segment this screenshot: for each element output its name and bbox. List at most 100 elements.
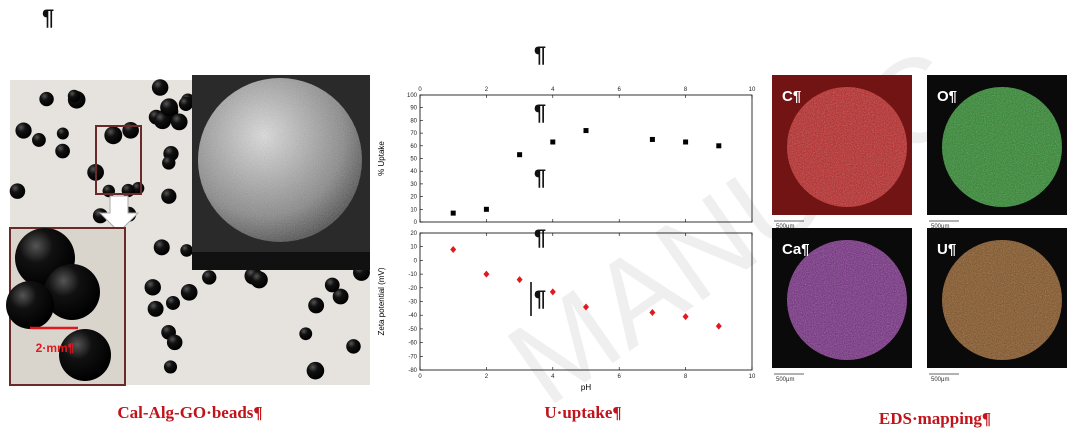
caption: EDS·mapping¶ bbox=[879, 409, 991, 428]
y-tick-label: -30 bbox=[408, 300, 417, 306]
x-tick-label: 8 bbox=[684, 374, 688, 380]
watermark: MANUSC bbox=[485, 22, 988, 430]
data-point bbox=[484, 207, 489, 212]
y-tick-label: 80 bbox=[410, 118, 417, 124]
x-tick-label: 6 bbox=[618, 87, 622, 93]
data-point bbox=[683, 139, 688, 144]
bead bbox=[39, 92, 53, 106]
bead bbox=[148, 301, 164, 317]
caption: U·uptake¶ bbox=[544, 403, 621, 422]
bead bbox=[68, 90, 80, 102]
x-tick-label: 4 bbox=[551, 87, 555, 93]
y-tick-label: 10 bbox=[410, 207, 417, 213]
y-tick-label: 30 bbox=[410, 182, 417, 188]
sem-info-bar bbox=[192, 252, 370, 270]
data-point bbox=[550, 139, 555, 144]
y-tick-label: -60 bbox=[408, 341, 417, 347]
pilcrow: ¶ bbox=[534, 100, 546, 125]
scale-label: 2·mm¶ bbox=[36, 341, 75, 355]
bead bbox=[15, 122, 31, 138]
y-tick-label: 20 bbox=[410, 231, 417, 237]
bead bbox=[325, 278, 340, 293]
graphical-abstract: ¶ MANUSC 2·mm¶ Cal-Alg-GO·beads¶ 0102030… bbox=[0, 0, 1068, 434]
bead bbox=[307, 362, 325, 380]
caption: Cal-Alg-GO·beads¶ bbox=[117, 403, 262, 422]
x-tick-label: 0 bbox=[418, 374, 422, 380]
y-tick-label: 60 bbox=[410, 144, 417, 150]
bead bbox=[181, 284, 198, 301]
bead bbox=[145, 279, 161, 295]
bead bbox=[162, 156, 175, 169]
y-tick-label: 10 bbox=[410, 245, 417, 251]
data-point bbox=[517, 152, 522, 157]
bead bbox=[202, 270, 216, 284]
element-label: U¶ bbox=[937, 241, 956, 258]
y-tick-label: -40 bbox=[408, 313, 417, 319]
y-tick-label: 0 bbox=[414, 220, 418, 226]
y-tick-label: 20 bbox=[410, 195, 417, 201]
data-point bbox=[650, 137, 655, 142]
bead bbox=[103, 185, 115, 197]
scale-label: 500μm bbox=[931, 377, 949, 383]
bead bbox=[251, 271, 268, 288]
bead bbox=[180, 244, 193, 257]
bead bbox=[308, 298, 324, 314]
x-tick-label: 2 bbox=[485, 87, 489, 93]
bead bbox=[171, 114, 188, 131]
y-tick-label: -80 bbox=[408, 368, 417, 374]
scale-label: 500μm bbox=[776, 377, 794, 383]
pilcrow: ¶ bbox=[534, 42, 546, 67]
bead bbox=[55, 144, 70, 159]
x-tick-label: 10 bbox=[749, 374, 756, 380]
bead bbox=[57, 128, 69, 140]
bead bbox=[32, 133, 46, 147]
y-tick-label: 40 bbox=[410, 169, 417, 175]
data-point bbox=[483, 271, 489, 278]
y-axis-label: Zeta potential (mV) bbox=[377, 267, 386, 335]
pilcrow: ¶ bbox=[534, 286, 546, 311]
data-point bbox=[716, 323, 722, 330]
y-tick-label: 0 bbox=[414, 258, 418, 264]
bead bbox=[59, 329, 111, 381]
bead bbox=[104, 126, 122, 144]
y-axis-label: % Uptake bbox=[377, 141, 386, 176]
bead bbox=[179, 97, 193, 111]
bead bbox=[122, 122, 139, 139]
bead bbox=[160, 98, 178, 116]
element-label: Ca¶ bbox=[782, 241, 810, 258]
pilcrow: ¶ bbox=[534, 165, 546, 190]
eds-texture bbox=[942, 240, 1062, 360]
data-point bbox=[450, 246, 456, 253]
data-point bbox=[584, 128, 589, 133]
eds-texture bbox=[787, 240, 907, 360]
y-tick-label: -70 bbox=[408, 354, 417, 360]
y-tick-label: -20 bbox=[408, 286, 417, 292]
bead bbox=[154, 239, 170, 255]
y-tick-label: 100 bbox=[407, 93, 418, 99]
eds-texture bbox=[942, 87, 1062, 207]
bead bbox=[164, 360, 177, 373]
x-tick-label: 2 bbox=[485, 374, 489, 380]
bead bbox=[299, 327, 312, 340]
y-tick-label: -50 bbox=[408, 327, 417, 333]
bead bbox=[167, 335, 183, 351]
bead bbox=[122, 184, 135, 197]
pilcrow: ¶ bbox=[42, 5, 54, 30]
sem-texture bbox=[198, 78, 362, 242]
x-tick-label: 8 bbox=[684, 87, 688, 93]
x-tick-label: 0 bbox=[418, 87, 422, 93]
x-tick-label: 10 bbox=[749, 87, 756, 93]
x-axis-label: pH bbox=[581, 383, 591, 392]
bead bbox=[152, 79, 169, 96]
element-label: C¶ bbox=[782, 88, 801, 105]
data-point bbox=[517, 276, 523, 283]
y-tick-label: 90 bbox=[410, 106, 417, 112]
data-point bbox=[451, 211, 456, 216]
data-point bbox=[716, 143, 721, 148]
bead bbox=[6, 281, 54, 329]
pilcrow: ¶ bbox=[534, 225, 546, 250]
y-tick-label: -10 bbox=[408, 272, 417, 278]
bead bbox=[346, 339, 360, 353]
eds-texture bbox=[787, 87, 907, 207]
y-tick-label: 50 bbox=[410, 157, 417, 163]
